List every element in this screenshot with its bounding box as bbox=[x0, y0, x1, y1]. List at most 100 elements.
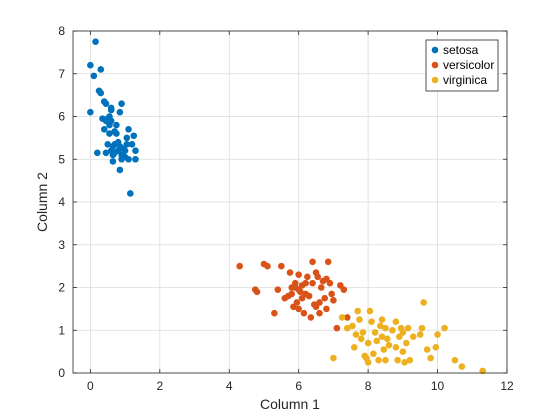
data-point bbox=[392, 344, 400, 351]
data-point bbox=[286, 269, 294, 276]
series-virginica bbox=[330, 299, 486, 375]
data-point bbox=[423, 346, 431, 353]
y-tick-label: 0 bbox=[58, 366, 65, 380]
data-point bbox=[102, 100, 110, 107]
data-point bbox=[404, 324, 412, 332]
y-tick-label: 4 bbox=[58, 195, 65, 209]
data-point bbox=[354, 307, 362, 315]
data-point bbox=[87, 108, 94, 116]
x-tick-label: 0 bbox=[87, 379, 94, 393]
data-point bbox=[370, 350, 377, 358]
data-point bbox=[271, 309, 278, 317]
data-point bbox=[382, 356, 389, 364]
data-point bbox=[326, 279, 334, 287]
data-point bbox=[94, 149, 101, 157]
data-point bbox=[364, 339, 372, 347]
data-point bbox=[382, 324, 389, 332]
series-versicolor bbox=[236, 258, 351, 332]
data-point bbox=[383, 335, 391, 343]
data-point bbox=[253, 288, 261, 296]
data-point bbox=[128, 140, 136, 148]
data-point bbox=[371, 329, 379, 336]
data-point bbox=[356, 316, 363, 323]
data-point bbox=[113, 121, 120, 129]
data-point bbox=[104, 140, 112, 148]
data-point bbox=[324, 258, 332, 266]
data-point bbox=[338, 314, 346, 321]
data-point bbox=[126, 190, 134, 197]
data-point bbox=[432, 344, 440, 351]
y-tick-label: 5 bbox=[58, 152, 65, 166]
data-point bbox=[368, 318, 375, 326]
x-tick-label: 4 bbox=[226, 379, 233, 393]
data-point bbox=[92, 38, 99, 45]
data-point bbox=[399, 329, 407, 336]
data-point bbox=[366, 307, 374, 315]
data-point bbox=[375, 356, 382, 364]
data-point bbox=[118, 100, 125, 107]
data-point bbox=[333, 324, 341, 332]
data-point bbox=[97, 89, 105, 97]
data-point bbox=[316, 299, 323, 306]
data-point bbox=[130, 132, 138, 140]
x-tick-label: 2 bbox=[156, 379, 163, 393]
data-point bbox=[352, 331, 360, 338]
data-point bbox=[385, 341, 393, 349]
data-point bbox=[364, 359, 372, 366]
data-point bbox=[394, 356, 401, 364]
data-point bbox=[309, 258, 316, 266]
data-point bbox=[304, 273, 311, 281]
data-point bbox=[107, 117, 115, 125]
data-point bbox=[376, 322, 384, 330]
data-point bbox=[434, 331, 441, 338]
data-point bbox=[359, 329, 367, 336]
data-point bbox=[87, 61, 94, 69]
data-point bbox=[109, 158, 117, 165]
data-point bbox=[106, 130, 113, 137]
data-point bbox=[420, 299, 427, 306]
data-point bbox=[132, 155, 139, 163]
data-point bbox=[90, 72, 98, 80]
data-point bbox=[288, 290, 296, 298]
data-point bbox=[236, 262, 243, 270]
x-tick-label: 10 bbox=[431, 379, 445, 393]
legend-marker bbox=[431, 76, 439, 84]
x-tick-label: 12 bbox=[500, 379, 514, 393]
data-point bbox=[125, 155, 132, 163]
data-point bbox=[132, 147, 139, 154]
y-tick-label: 8 bbox=[58, 24, 65, 38]
data-point bbox=[328, 290, 335, 298]
legend-marker bbox=[431, 46, 439, 54]
series-setosa bbox=[87, 38, 139, 197]
x-tick-label: 8 bbox=[365, 379, 372, 393]
data-point bbox=[102, 149, 110, 157]
data-point bbox=[314, 273, 322, 281]
data-point bbox=[349, 322, 356, 330]
data-point bbox=[123, 134, 131, 142]
data-point bbox=[300, 309, 308, 317]
x-tick-label: 6 bbox=[295, 379, 302, 393]
data-point bbox=[357, 335, 365, 343]
data-point bbox=[317, 284, 325, 291]
data-point bbox=[321, 294, 329, 302]
data-point bbox=[302, 279, 309, 287]
legend-label: setosa bbox=[443, 43, 479, 57]
data-point bbox=[330, 354, 337, 362]
y-tick-label: 7 bbox=[58, 67, 65, 81]
data-point bbox=[378, 333, 386, 340]
data-point bbox=[113, 130, 120, 137]
legend-label: virginica bbox=[443, 73, 487, 87]
x-axis-label: Column 1 bbox=[260, 396, 320, 412]
data-point bbox=[307, 314, 315, 321]
data-point bbox=[125, 126, 132, 133]
data-point bbox=[350, 344, 358, 351]
data-point bbox=[340, 286, 348, 293]
y-tick-label: 6 bbox=[58, 110, 65, 124]
data-point bbox=[278, 262, 285, 270]
data-point bbox=[323, 305, 330, 313]
data-point bbox=[392, 318, 400, 326]
data-point bbox=[123, 140, 131, 148]
